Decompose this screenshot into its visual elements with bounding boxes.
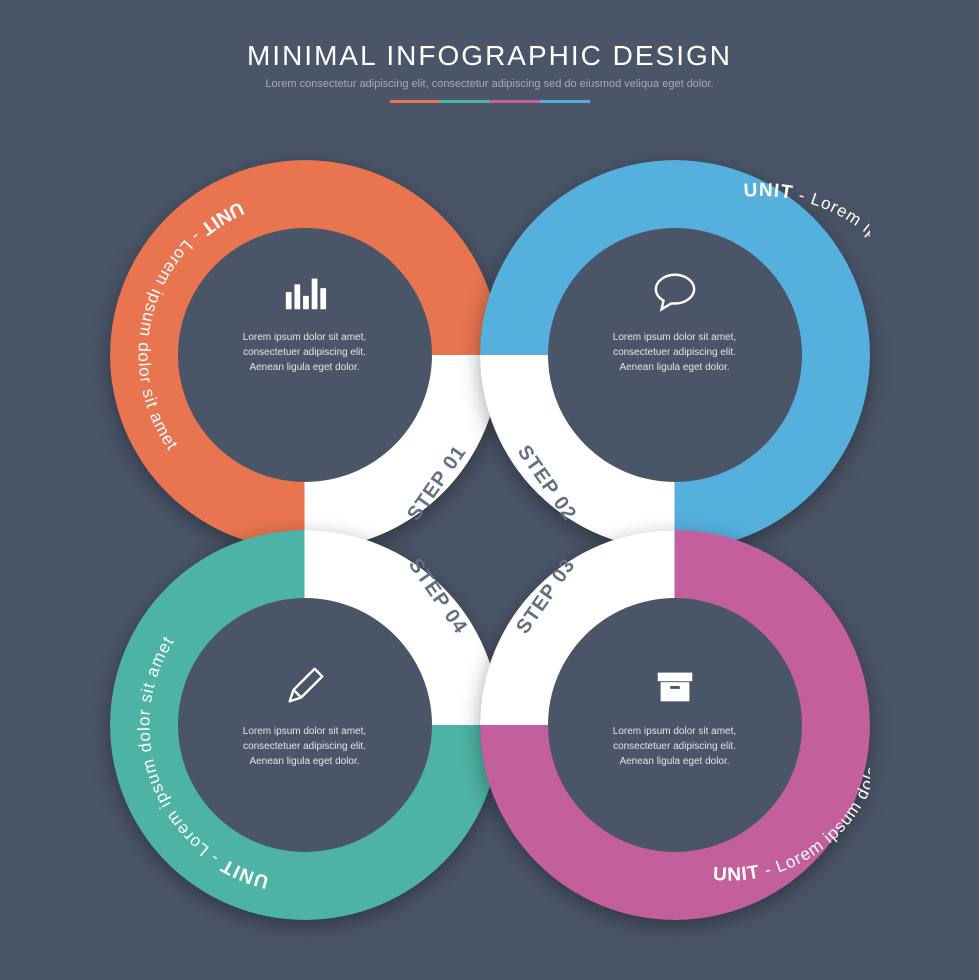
ring-4-content: Lorem ipsum dolor sit amet, consectetuer… bbox=[205, 663, 405, 769]
ring-1-desc: Lorem ipsum dolor sit amet, consectetuer… bbox=[205, 330, 405, 375]
ring-4-desc: Lorem ipsum dolor sit amet, consectetuer… bbox=[205, 724, 405, 769]
page-subtitle: Lorem consectetur adipiscing elit, conse… bbox=[0, 78, 979, 90]
title-underline bbox=[390, 100, 590, 103]
underline-seg-4 bbox=[540, 100, 590, 103]
page-title: MINIMAL INFOGRAPHIC DESIGN bbox=[0, 40, 979, 72]
speech-bubble-icon bbox=[575, 269, 775, 320]
header: MINIMAL INFOGRAPHIC DESIGN Lorem consect… bbox=[0, 40, 979, 103]
infographic-stage: MINIMAL INFOGRAPHIC DESIGN Lorem consect… bbox=[0, 0, 979, 980]
ring-2-content: Lorem ipsum dolor sit amet, consectetuer… bbox=[575, 269, 775, 375]
bar-chart-icon bbox=[205, 269, 405, 320]
archive-box-icon bbox=[575, 663, 775, 714]
pencil-icon bbox=[205, 663, 405, 714]
ring-1-content: Lorem ipsum dolor sit amet, consectetuer… bbox=[205, 269, 405, 375]
ring-3-content: Lorem ipsum dolor sit amet, consectetuer… bbox=[575, 663, 775, 769]
ring-2: UNIT - Lorem ipsum dolor sit amet STEP 0… bbox=[480, 160, 870, 550]
ring-1: UNIT - Lorem ipsum dolor sit amet STEP 0… bbox=[110, 160, 500, 550]
ring-3-desc: Lorem ipsum dolor sit amet, consectetuer… bbox=[575, 724, 775, 769]
ring-4: UNIT - Lorem ipsum dolor sit amet STEP 0… bbox=[110, 530, 500, 920]
ring-2-desc: Lorem ipsum dolor sit amet, consectetuer… bbox=[575, 330, 775, 375]
ring-3: UNIT - Lorem ipsum dolor sit amet STEP 0… bbox=[480, 530, 870, 920]
rings-grid: UNIT - Lorem ipsum dolor sit amet STEP 0… bbox=[110, 160, 870, 920]
underline-seg-1 bbox=[390, 100, 440, 103]
underline-seg-2 bbox=[440, 100, 490, 103]
underline-seg-3 bbox=[490, 100, 540, 103]
